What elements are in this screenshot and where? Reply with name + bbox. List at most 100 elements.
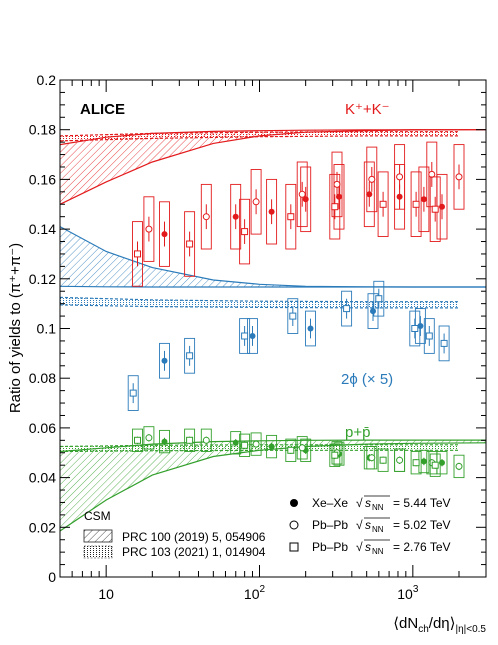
model-edge-lower-phi-dotted	[60, 304, 459, 309]
systematic-box	[239, 318, 251, 354]
y-tick-label: 0	[48, 569, 56, 585]
systematic-box	[366, 146, 378, 213]
systematic-box	[438, 325, 450, 362]
systematic-box	[373, 280, 385, 317]
data-point	[425, 332, 433, 340]
data-point	[455, 462, 463, 470]
data-point	[331, 203, 339, 211]
species-label-phi: 2ϕ (× 5)	[341, 371, 393, 388]
sqrt-snn-3: √ s NN = 2.76 TeV	[356, 539, 451, 556]
data-point	[186, 352, 194, 360]
model-edge-lower-phi-hatched	[60, 285, 486, 288]
systematic-box	[394, 448, 406, 472]
system-legend: Xe–Xe Pb–Pb Pb–Pb √ s NN = 5.44 TeV √ s …	[289, 495, 451, 556]
y-tick-label: 0.12	[29, 271, 56, 287]
model-edge-upper-phi-dotted	[60, 296, 459, 303]
x-tick-label: 102	[244, 584, 266, 602]
systematic-box	[296, 161, 308, 228]
legend-marker-filled-circle	[290, 499, 298, 507]
systematic-box	[377, 171, 389, 237]
systematic-box	[409, 310, 421, 347]
data-point	[232, 213, 239, 220]
systematic-box	[230, 183, 242, 250]
data-point	[417, 323, 424, 329]
systematic-box	[453, 144, 465, 210]
y-tick-label: 0.06	[29, 420, 56, 436]
x-axis-title: ⟨dNch/dη⟩|η|<0.5	[393, 615, 486, 635]
systematic-box	[266, 434, 278, 459]
sqrt-snn-1: √ s NN = 5.44 TeV	[356, 495, 451, 512]
sqrt-nn: NN	[372, 547, 384, 556]
legend-marker-open-square	[289, 542, 299, 552]
model-edge-lower-kaon-dotted	[60, 135, 459, 142]
energy-label: = 5.02 TeV	[393, 518, 451, 532]
systematic-box	[127, 375, 139, 411]
systematic-box	[410, 171, 422, 237]
x-tick-label: 103	[397, 584, 419, 602]
data-point	[428, 170, 436, 178]
data-point	[412, 459, 420, 467]
data-point	[134, 436, 141, 444]
legend-swatch-hatched	[83, 529, 113, 543]
systematic-box	[341, 290, 353, 327]
systematic-box	[305, 310, 316, 347]
legend-system-1: Xe–Xe	[312, 496, 348, 510]
model-band-phi-dotted	[60, 297, 459, 308]
sqrt-s: s	[365, 496, 371, 510]
data-point	[287, 446, 295, 454]
systematic-box	[285, 183, 297, 250]
data-point	[333, 180, 341, 188]
systematic-box	[377, 448, 389, 472]
data-point	[241, 441, 249, 449]
species-label-kaon: K⁺+K⁻	[345, 101, 390, 118]
systematic-box	[159, 429, 170, 454]
data-point	[186, 240, 194, 248]
data-point	[134, 250, 141, 258]
systematic-box	[200, 183, 212, 250]
data-point	[379, 456, 387, 464]
model-band-kaon-dotted	[60, 131, 459, 141]
model-band-kaon-hatched	[60, 129, 486, 205]
systematic-box	[333, 164, 345, 230]
y-tick-label: 0.18	[29, 122, 56, 138]
y-tick-label: 0.02	[29, 519, 56, 535]
data-point	[420, 458, 427, 465]
systematic-box	[143, 426, 155, 450]
model-legend-title: CSM	[84, 509, 111, 523]
axes: 0 0.02 0.04 0.06 0.08 0.1 0.12 0.14 0.16 0.18 0.2 1…	[29, 72, 487, 602]
systematic-box	[331, 151, 343, 218]
data-point	[161, 231, 168, 238]
data-point	[186, 436, 194, 444]
data-point	[298, 444, 306, 452]
systematic-box	[266, 178, 278, 245]
data-point	[375, 295, 383, 303]
systematic-box	[296, 436, 308, 460]
data-point	[289, 312, 297, 320]
species-label-proton: p+p̄	[345, 424, 370, 441]
legend-marker-open-circle	[289, 520, 299, 530]
data-point	[411, 325, 419, 332]
data-point	[232, 439, 239, 446]
systematic-box	[367, 293, 379, 329]
model-legend: CSM PRC 100 (2019) 5, 054906 PRC 103 (20…	[83, 509, 266, 559]
data-point	[455, 173, 463, 181]
data-point	[431, 205, 439, 213]
systematic-box	[418, 166, 430, 233]
data-point	[298, 190, 306, 198]
data-point	[396, 193, 403, 200]
legend-system-2: Pb–Pb	[312, 518, 348, 532]
y-tick-label: 0.08	[29, 370, 56, 386]
systematic-box	[453, 454, 465, 479]
legend-model-label-2: PRC 103 (2021) 1, 014904	[122, 545, 266, 559]
data-point	[252, 198, 260, 206]
data-point	[366, 191, 373, 198]
systematic-box	[410, 451, 422, 475]
sqrt-sign: √	[356, 496, 363, 510]
systematic-box	[143, 196, 155, 262]
systematic-box	[285, 438, 297, 462]
sqrt-s: s	[365, 518, 371, 532]
systematic-box	[200, 428, 212, 452]
data-point	[343, 305, 351, 313]
systematic-box	[423, 318, 435, 354]
systematic-box	[329, 443, 341, 467]
